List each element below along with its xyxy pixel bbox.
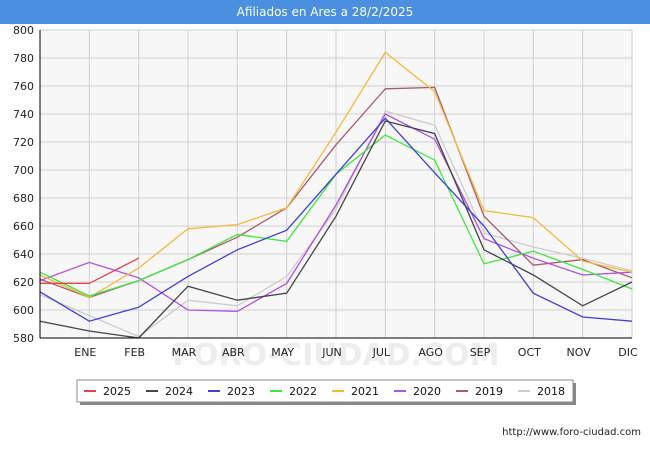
series-line-2018 xyxy=(39,110,633,338)
legend-label-2018: 2018 xyxy=(537,385,565,398)
watermark: FORO-CIUDAD.COM xyxy=(173,338,500,373)
y-tick-label: 780 xyxy=(13,52,34,65)
y-tick-label: 600 xyxy=(13,304,34,317)
x-tick-label: JUN xyxy=(321,346,342,359)
legend-label-2019: 2019 xyxy=(475,385,503,398)
legend: 2025 2024 2023 2022 2021 2020 2019 2018 xyxy=(76,379,576,405)
y-tick-label: 660 xyxy=(13,220,34,233)
y-tick-label: 760 xyxy=(13,80,34,93)
y-tick-label: 680 xyxy=(13,192,34,205)
legend-box xyxy=(76,379,574,403)
legend-label-2022: 2022 xyxy=(289,385,317,398)
x-tick-label: JUL xyxy=(372,346,391,359)
x-tick-label: ABR xyxy=(222,346,245,359)
legend-label-2025: 2025 xyxy=(103,385,131,398)
y-tick-label: 720 xyxy=(13,136,34,149)
y-tick-label: 740 xyxy=(13,108,34,121)
y-tick-label: 640 xyxy=(13,248,34,261)
series-line-2025 xyxy=(40,257,139,285)
y-tick-label: 800 xyxy=(13,24,34,37)
series-line-2021 xyxy=(39,51,633,299)
y-tick-label: 700 xyxy=(13,164,34,177)
source-credit: http://www.foro-ciudad.com xyxy=(502,427,641,438)
legend-label-2024: 2024 xyxy=(165,385,193,398)
x-axis: ENE FEB MAR ABR MAY JUN JUL AGO SEP OCT NOV DIC xyxy=(74,346,638,359)
x-tick-label: SEP xyxy=(470,346,491,359)
series-lines xyxy=(39,51,633,339)
x-tick-label: FEB xyxy=(124,346,145,359)
x-tick-label: AGO xyxy=(418,346,443,359)
grid xyxy=(40,29,633,339)
x-tick-label: NOV xyxy=(567,346,592,359)
legend-label-2020: 2020 xyxy=(413,385,441,398)
y-tick-label: 580 xyxy=(13,332,34,345)
series-line-2023 xyxy=(39,117,633,322)
x-tick-label: OCT xyxy=(518,346,541,359)
x-tick-label: DIC xyxy=(618,346,638,359)
legend-label-2023: 2023 xyxy=(227,385,255,398)
legend-label-2021: 2021 xyxy=(351,385,379,398)
x-tick-label: MAR xyxy=(172,346,197,359)
y-axis: 580 600 620 640 660 680 700 720 740 760 780 800 xyxy=(13,24,34,345)
x-tick-label: ENE xyxy=(74,346,96,359)
series-line-2020 xyxy=(39,113,633,313)
chart-title: Afiliados en Ares a 28/2/2025 xyxy=(0,0,650,24)
y-tick-label: 620 xyxy=(13,276,34,289)
x-tick-label: MAY xyxy=(271,346,294,359)
